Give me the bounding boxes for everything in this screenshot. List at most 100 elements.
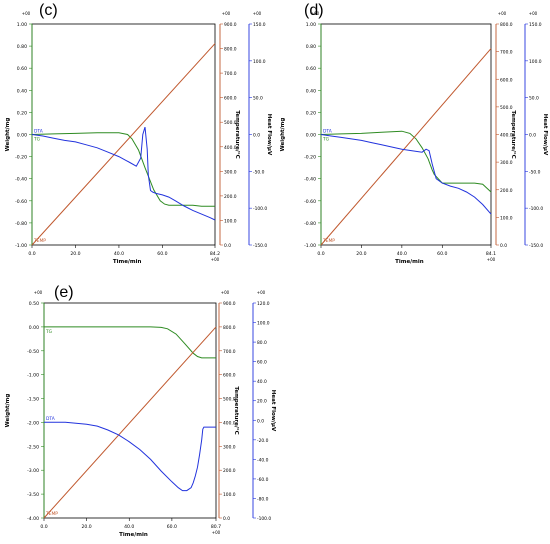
temperature-tick-label: 700.0 — [223, 349, 236, 355]
temperature-tick-label: 300.0 — [224, 169, 237, 175]
temperature-tick-label: 0.0 — [500, 243, 507, 249]
heatflow-tick-label: -50.0 — [529, 169, 541, 175]
weight-tick-label: -3.50 — [27, 492, 39, 498]
temperature-tick-label: 800.0 — [500, 22, 513, 28]
temperature-axis-unit: +00 — [498, 11, 507, 16]
temperature-tick-label: 800.0 — [224, 47, 237, 53]
heatflow-tick-label: -100.0 — [529, 206, 543, 212]
heatflow-tick-label: 50.0 — [529, 96, 539, 102]
temperature-tick-label: 500.0 — [500, 105, 513, 111]
temperature-tick-label: 400.0 — [224, 145, 237, 151]
temperature-axis-label: Temperature/°C — [510, 110, 516, 158]
x-tick-label: 60.0 — [167, 524, 177, 530]
weight-tick-label: 1.00 — [306, 22, 316, 28]
chart-c-svg: 1.00 0.80 0.60 0.40 0.20 0.00 -0.20 -0.40 -0.60 -… — [5, 11, 272, 265]
heatflow-axis-label: Heat Flow/μV — [270, 390, 276, 432]
curve-label-temp: TEMP — [45, 511, 58, 517]
chart-panel-c: (c) 1.00 0.80 0.60 0.40 0.20 0.00 -0.20 -0.40 -0… — [0, 0, 275, 272]
heatflow-tick-label: -150.0 — [529, 243, 543, 249]
temperature-tick-label: 200.0 — [500, 188, 513, 194]
heatflow-tick-label: 50.0 — [253, 96, 263, 102]
curve-label-dta: DTA — [46, 416, 55, 422]
x-axis-unit: +00 — [212, 530, 221, 535]
curve-label-temp: TEMP — [33, 238, 46, 244]
panel-label-e: (e) — [54, 284, 74, 301]
x-tick-label: 40.0 — [124, 524, 134, 530]
temperature-tick-label: 400.0 — [223, 420, 236, 426]
weight-tick-label: -0.50 — [27, 349, 39, 355]
x-tick-label: 20.0 — [82, 524, 92, 530]
heatflow-axis-unit: +00 — [257, 290, 266, 295]
curve-label-tg: TG — [45, 329, 53, 335]
heatflow-tick-label: -100.0 — [257, 516, 271, 522]
temperature-tick-label: 900.0 — [223, 301, 236, 307]
temperature-tick-label: 300.0 — [500, 160, 513, 166]
weight-axis-unit: +00 — [22, 11, 31, 16]
heatflow-tick-label: 100.0 — [253, 59, 266, 65]
heatflow-tick-label: 60.0 — [257, 360, 267, 366]
weight-tick-label: -2.50 — [27, 444, 39, 450]
heatflow-tick-label: 100.0 — [529, 59, 542, 65]
weight-tick-label: -1.00 — [15, 243, 27, 249]
weight-tick-label: -0.60 — [304, 199, 316, 205]
heatflow-tick-label: 0.0 — [257, 418, 264, 424]
temperature-tick-label: 200.0 — [223, 468, 236, 474]
temperature-tick-label: 100.0 — [223, 492, 236, 498]
heatflow-tick-label: -40.0 — [257, 457, 269, 463]
temperature-tick-label: 400.0 — [500, 133, 513, 139]
temperature-axis-unit: +00 — [221, 290, 230, 295]
heatflow-tick-label: 0.0 — [529, 133, 536, 139]
weight-tick-label: 0.80 — [17, 44, 27, 50]
weight-tick-label: 0.60 — [306, 66, 316, 72]
x-tick-label: 0.0 — [28, 251, 35, 257]
plot-frame — [320, 23, 492, 246]
series-line-dta — [44, 421, 216, 492]
temperature-tick-label: 700.0 — [500, 50, 513, 56]
panel-label-d: (d) — [304, 2, 324, 19]
x-tick-label: 20.0 — [356, 251, 366, 257]
temperature-tick-label: 100.0 — [224, 218, 237, 224]
curve-label-temp: TEMP — [322, 238, 335, 244]
panel-label-c: (c) — [39, 2, 58, 19]
series-line-tg — [44, 326, 216, 359]
weight-tick-label: -0.20 — [304, 155, 316, 161]
plot-frame — [31, 23, 216, 246]
x-tick-label: 20.0 — [70, 251, 80, 257]
x-axis-label: Time/min — [113, 259, 142, 265]
temperature-tick-label: 0.0 — [223, 516, 230, 522]
curve-label-tg: TG — [322, 137, 330, 143]
weight-tick-label: 0.60 — [17, 66, 27, 72]
heatflow-tick-label: 150.0 — [529, 22, 542, 28]
chart-panel-d: (d) 1.00 0.80 0.60 0.40 0.20 0.00 -0.20 -0.40 -0… — [275, 0, 550, 272]
heatflow-tick-label: 0.0 — [253, 133, 260, 139]
weight-axis-unit: +00 — [311, 11, 320, 16]
weight-tick-label: -0.40 — [304, 177, 316, 183]
weight-tick-label: 0.20 — [17, 110, 27, 116]
x-axis-label: Time/min — [395, 259, 424, 265]
series-line-dta — [31, 126, 216, 221]
temperature-axis-label: Temperature/°C — [233, 386, 239, 434]
x-tick-label: 40.0 — [114, 251, 124, 257]
heatflow-tick-label: 120.0 — [257, 301, 270, 307]
weight-tick-label: 0.00 — [29, 325, 39, 331]
temperature-tick-label: 500.0 — [224, 120, 237, 126]
weight-tick-label: -1.00 — [27, 373, 39, 379]
series-line-tg — [31, 132, 215, 207]
curve-label-dta: DTA — [34, 129, 43, 135]
chart-d-svg: 1.00 0.80 0.60 0.40 0.20 0.00 -0.20 -0.40 -0.60 -… — [280, 11, 548, 265]
weight-axis-unit: +00 — [34, 290, 43, 295]
heatflow-tick-label: -150.0 — [253, 243, 267, 249]
heatflow-tick-label: 80.0 — [257, 340, 267, 346]
curve-label-tg: TG — [33, 137, 41, 143]
heatflow-axis-unit: +00 — [529, 11, 538, 16]
heatflow-tick-label: -80.0 — [257, 496, 269, 502]
temperature-axis-unit: +00 — [222, 11, 231, 16]
x-tick-label: 84.2 — [210, 251, 220, 257]
heatflow-tick-label: -100.0 — [253, 206, 267, 212]
weight-tick-label: -0.40 — [15, 177, 27, 183]
heatflow-axis-label: Heat Flow/μV — [266, 114, 272, 156]
chart-panel-e: (e) 0.50 0.00 -0.50 -1.00 -1.50 -2.00 -2.50 -3.… — [0, 272, 276, 544]
temperature-axis-label: Temperature/°C — [234, 110, 240, 158]
weight-tick-label: 0.50 — [29, 301, 39, 307]
temperature-tick-label: 300.0 — [223, 444, 236, 450]
